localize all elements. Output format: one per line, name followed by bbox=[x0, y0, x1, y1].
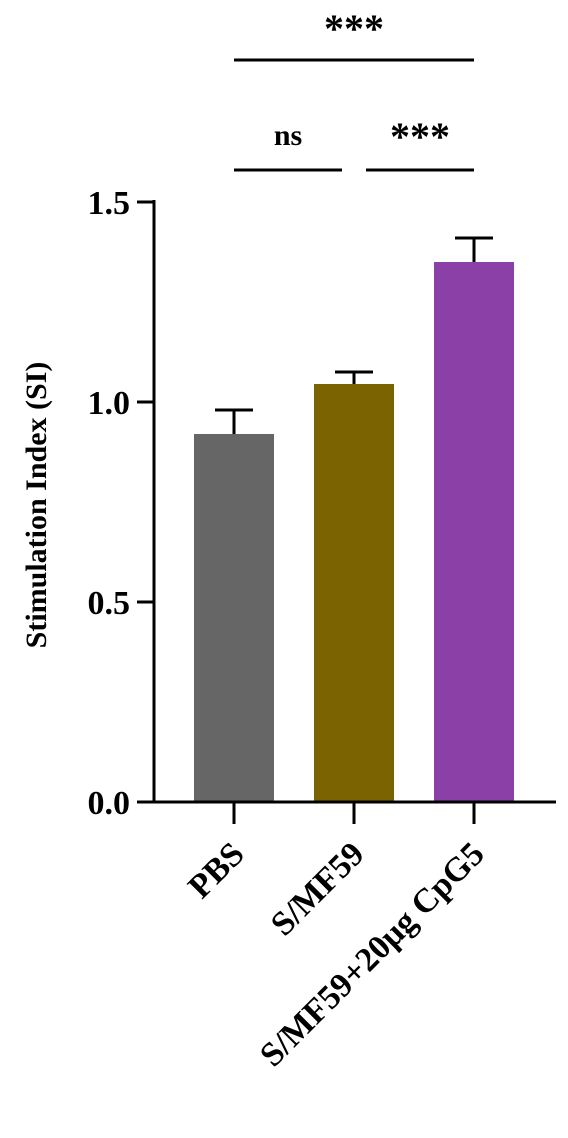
significance-label: ns bbox=[274, 119, 302, 152]
significance-label: *** bbox=[390, 114, 450, 159]
y-tick-label: 1.5 bbox=[88, 185, 131, 222]
y-tick-label: 1.0 bbox=[88, 385, 131, 422]
x-tick-label: S/MF59+20μg CpG5 bbox=[253, 835, 491, 1073]
error-bars-layer bbox=[215, 236, 493, 434]
bar bbox=[194, 434, 274, 802]
y-axis-title: Stimulation Index (SI) bbox=[20, 362, 53, 649]
bar bbox=[314, 384, 394, 802]
y-tick-label: 0.5 bbox=[88, 585, 131, 622]
x-tick-label: S/MF59 bbox=[264, 835, 372, 943]
bar bbox=[434, 262, 514, 802]
y-ticks-layer: 0.0 0.5 1.0 1.5 bbox=[88, 185, 154, 822]
y-tick-label: 0.0 bbox=[88, 785, 131, 822]
bars-layer bbox=[194, 262, 514, 802]
x-tick-label: PBS bbox=[181, 835, 251, 905]
significance-label: *** bbox=[324, 6, 384, 51]
significance-layer: ns *** *** bbox=[234, 6, 474, 172]
